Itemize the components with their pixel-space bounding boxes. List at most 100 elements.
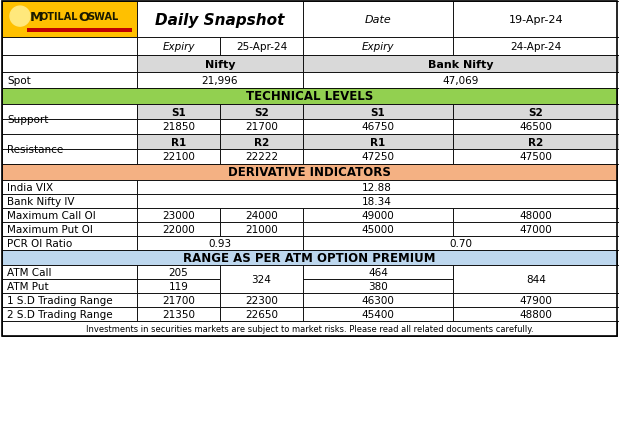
Bar xyxy=(220,38,303,56)
Bar xyxy=(220,265,303,294)
Bar xyxy=(137,195,617,208)
Text: S2: S2 xyxy=(254,107,269,117)
Bar xyxy=(2,195,137,208)
Bar xyxy=(303,105,453,120)
Bar xyxy=(137,222,220,236)
Text: 205: 205 xyxy=(168,268,188,277)
Bar xyxy=(303,56,619,73)
Text: PCR OI Ratio: PCR OI Ratio xyxy=(7,239,72,248)
Text: Maximum Call OI: Maximum Call OI xyxy=(7,210,96,221)
Bar xyxy=(2,208,137,222)
Bar xyxy=(220,135,303,150)
Bar xyxy=(303,2,453,38)
Text: 21350: 21350 xyxy=(162,309,195,319)
Text: 18.34: 18.34 xyxy=(362,196,392,207)
Bar xyxy=(2,321,617,336)
Text: R2: R2 xyxy=(254,137,269,147)
Bar xyxy=(2,135,137,150)
Text: R1: R1 xyxy=(370,137,386,147)
Text: 47500: 47500 xyxy=(519,152,552,162)
Text: 380: 380 xyxy=(368,281,388,291)
Bar xyxy=(2,164,617,181)
Bar xyxy=(453,135,619,150)
Text: Investments in securities markets are subject to market risks. Please read all r: Investments in securities markets are su… xyxy=(85,324,534,333)
Text: 844: 844 xyxy=(526,274,546,284)
Text: 47000: 47000 xyxy=(519,225,552,234)
Bar xyxy=(453,265,619,294)
Bar xyxy=(137,265,220,279)
Text: Maximum Put OI: Maximum Put OI xyxy=(7,225,93,234)
Text: 21700: 21700 xyxy=(162,295,195,305)
Bar xyxy=(137,208,220,222)
Bar xyxy=(303,38,453,56)
Text: 2 S.D Trading Range: 2 S.D Trading Range xyxy=(7,309,113,319)
Bar xyxy=(2,120,137,135)
Bar xyxy=(2,222,137,236)
Text: India VIX: India VIX xyxy=(7,183,53,193)
Text: S1: S1 xyxy=(171,107,186,117)
Text: 46300: 46300 xyxy=(361,295,394,305)
Text: 0.70: 0.70 xyxy=(449,239,472,248)
Text: Resistance: Resistance xyxy=(7,145,63,155)
Bar xyxy=(2,307,137,321)
Text: TECHNICAL LEVELS: TECHNICAL LEVELS xyxy=(246,90,373,103)
Text: 24000: 24000 xyxy=(245,210,278,221)
Bar xyxy=(220,307,303,321)
Text: 45400: 45400 xyxy=(361,309,394,319)
Bar xyxy=(2,2,617,336)
Text: S2: S2 xyxy=(529,107,543,117)
Bar xyxy=(303,265,453,279)
Bar xyxy=(137,279,220,294)
Bar xyxy=(303,120,453,135)
Bar xyxy=(137,135,220,150)
Text: 21850: 21850 xyxy=(162,122,195,132)
Bar xyxy=(220,294,303,307)
Bar xyxy=(303,208,453,222)
Text: 23000: 23000 xyxy=(162,210,195,221)
Text: Date: Date xyxy=(365,15,391,25)
Bar xyxy=(137,2,303,38)
Text: DERIVATIVE INDICATORS: DERIVATIVE INDICATORS xyxy=(228,166,391,179)
Bar xyxy=(2,105,137,120)
Text: ATM Call: ATM Call xyxy=(7,268,51,277)
Bar xyxy=(453,105,619,120)
Bar xyxy=(303,307,453,321)
Bar xyxy=(2,294,137,307)
Bar xyxy=(220,222,303,236)
Bar xyxy=(220,120,303,135)
Bar xyxy=(2,150,137,164)
Text: O: O xyxy=(78,11,89,23)
Bar xyxy=(137,56,303,73)
Text: OTILAL: OTILAL xyxy=(40,12,79,22)
Text: 464: 464 xyxy=(368,268,388,277)
Bar xyxy=(137,181,617,195)
Bar xyxy=(303,279,453,294)
Bar xyxy=(137,307,220,321)
Text: 324: 324 xyxy=(251,274,272,284)
Bar xyxy=(2,2,137,38)
Bar xyxy=(453,38,619,56)
Text: ATM Put: ATM Put xyxy=(7,281,49,291)
Text: SWAL: SWAL xyxy=(87,12,118,22)
Bar xyxy=(303,236,619,250)
Bar xyxy=(2,73,137,89)
Text: M: M xyxy=(30,11,43,23)
Text: 22100: 22100 xyxy=(162,152,195,162)
Bar xyxy=(220,208,303,222)
Text: 22222: 22222 xyxy=(245,152,278,162)
Text: 45000: 45000 xyxy=(361,225,394,234)
Text: 119: 119 xyxy=(168,281,188,291)
Bar xyxy=(2,89,617,105)
Text: S1: S1 xyxy=(371,107,386,117)
Text: 48000: 48000 xyxy=(519,210,552,221)
Text: 22000: 22000 xyxy=(162,225,195,234)
Text: 24-Apr-24: 24-Apr-24 xyxy=(511,42,561,52)
Bar xyxy=(453,2,619,38)
Text: 49000: 49000 xyxy=(361,210,394,221)
Bar xyxy=(137,236,303,250)
Bar xyxy=(137,120,220,135)
Text: Bank Nifty IV: Bank Nifty IV xyxy=(7,196,74,207)
Text: 47900: 47900 xyxy=(519,295,552,305)
Text: 46750: 46750 xyxy=(361,122,394,132)
Bar xyxy=(303,135,453,150)
